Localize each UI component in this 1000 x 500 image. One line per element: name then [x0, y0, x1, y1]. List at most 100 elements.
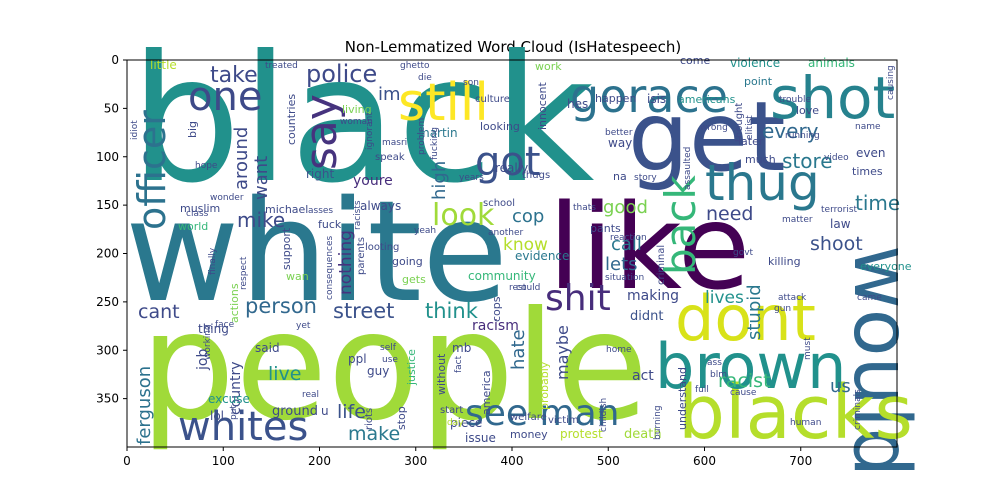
word-40: around [231, 127, 252, 190]
word-62: excuse [208, 392, 250, 406]
word-9: shot [770, 64, 895, 132]
word-187: burning [653, 405, 663, 440]
word-195: asses [308, 206, 333, 216]
word-154: ignorant [365, 112, 375, 150]
figure-title: Non-Lemmatized Word Cloud (IsHatespeech) [345, 38, 682, 56]
word-121: welfare [510, 412, 547, 423]
word-182: came [857, 293, 882, 303]
word-172: thought [734, 103, 745, 142]
word-170: assaulted [683, 147, 693, 190]
word-139: face [215, 320, 235, 330]
word-82: support [280, 227, 293, 270]
word-23: take [210, 63, 258, 88]
x-tick-label: 300 [404, 454, 427, 468]
word-53: maybe [553, 325, 572, 380]
x-tick-label: 100 [212, 454, 235, 468]
x-tick-label: 0 [123, 454, 131, 468]
word-93: isis [647, 92, 666, 106]
word-29: good [603, 197, 648, 218]
word-32: call [611, 234, 642, 255]
word-83: wan [286, 270, 309, 283]
word-184: causing [886, 65, 896, 100]
word-157: ghetto [400, 61, 430, 71]
word-125: day [447, 418, 464, 428]
y-tick-label: 300 [96, 343, 119, 357]
word-185: criminals [853, 389, 863, 430]
word-193: racists [353, 200, 363, 230]
word-79: muslim [180, 202, 220, 215]
plot-background [127, 60, 897, 447]
word-15: got [475, 139, 541, 185]
word-46: stupid [744, 284, 765, 340]
word-177: matter [782, 215, 813, 225]
word-167: reaction [610, 233, 647, 243]
word-99: even [856, 146, 885, 160]
word-192: parents [356, 237, 367, 275]
x-tick-label: 500 [597, 454, 620, 468]
word-180: attack [778, 293, 807, 303]
word-43: high [429, 161, 450, 200]
word-22: police [306, 60, 377, 88]
word-45: lives [705, 288, 744, 308]
y-tick-label: 350 [96, 392, 119, 406]
word-137: real [302, 390, 319, 400]
word-89: na [613, 170, 627, 183]
word-178: terrorist [821, 205, 858, 215]
y-tick-label: 100 [96, 150, 119, 164]
word-156: speak [375, 152, 405, 163]
word-123: stop [395, 406, 408, 430]
word-27: need [706, 203, 753, 225]
word-119: america [480, 370, 493, 415]
word-51: live [268, 363, 302, 385]
word-60: lol [210, 409, 224, 423]
word-47: racist [718, 370, 771, 392]
word-112: another [488, 228, 523, 238]
word-152: living [342, 103, 372, 116]
word-176: video [824, 153, 849, 163]
word-110: innocent [536, 81, 549, 130]
word-20: whites [178, 404, 308, 450]
word-14: say [296, 94, 347, 170]
word-76: always [360, 199, 401, 213]
word-105: later [738, 135, 764, 148]
word-cloud: blackwhitepeoplelikegetwouldblacksbrownd… [125, 19, 926, 477]
word-153: woman [340, 117, 373, 127]
word-161: fucking [430, 127, 440, 160]
word-13: one [188, 74, 262, 120]
word-109: looking [480, 120, 520, 133]
word-179: govt [733, 248, 754, 258]
word-169: situation [605, 273, 644, 283]
word-140: put [229, 405, 239, 420]
word-71: piece [450, 416, 482, 430]
word-143: big [186, 121, 199, 138]
word-147: wonder [210, 193, 244, 203]
word-94: americans [678, 93, 736, 106]
word-69: issue [465, 431, 496, 445]
word-130: full [695, 385, 709, 395]
word-148: finally [208, 247, 218, 275]
word-108: culture [475, 94, 510, 105]
word-21: look [432, 198, 495, 233]
word-84: thing [198, 322, 229, 336]
word-52: hate [508, 329, 529, 370]
word-48: us [830, 376, 851, 397]
word-4: get [628, 81, 786, 193]
word-141: working [203, 324, 213, 360]
word-68: protest [560, 427, 603, 441]
word-80: world [178, 220, 208, 233]
word-34: person [245, 294, 317, 318]
word-81: fuck [318, 218, 342, 231]
word-173: elitist [745, 115, 755, 140]
word-96: animals [808, 56, 855, 70]
word-163: thugs [522, 170, 550, 181]
word-131: blm [710, 370, 727, 380]
word-165: story [634, 173, 657, 183]
word-114: cops [490, 296, 503, 322]
word-66: act [632, 368, 654, 384]
word-54: making [627, 288, 679, 304]
word-38: mike [237, 208, 285, 232]
word-63: guy [367, 364, 389, 378]
word-78: michael [265, 203, 308, 216]
y-tick-label: 250 [96, 295, 119, 309]
